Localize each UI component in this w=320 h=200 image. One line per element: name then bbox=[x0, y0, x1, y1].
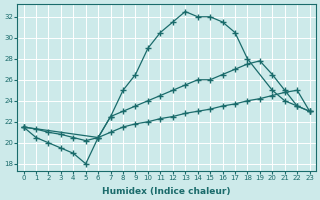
X-axis label: Humidex (Indice chaleur): Humidex (Indice chaleur) bbox=[102, 187, 231, 196]
